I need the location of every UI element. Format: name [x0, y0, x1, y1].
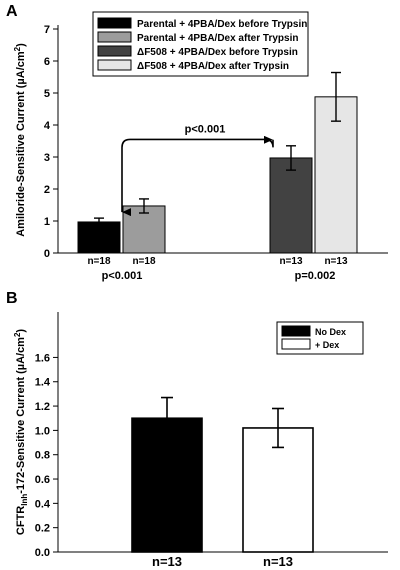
- panel-a-y-tick-label: 3: [44, 152, 50, 164]
- panel-b-y-tick-label: 0.0: [35, 547, 50, 559]
- panel-a-bars: [77, 96, 358, 254]
- panel-a-y-tick-label: 6: [44, 56, 50, 68]
- panel-a-legend-swatch-1: [97, 17, 132, 29]
- panel-a-bar-4: [314, 96, 358, 254]
- panel-a-legend: Parental + 4PBA/Dex before Trypsin Parent…: [92, 11, 309, 77]
- panel-a-legend-entries: Parental + 4PBA/Dex before Trypsin Parent…: [97, 17, 307, 72]
- comparison-arrow-left: [121, 138, 131, 217]
- panel-b-n-label-1: n=13: [152, 554, 182, 569]
- panel-a-legend-swatch-2: [97, 31, 132, 43]
- panel-a-n-label-1: n=18: [87, 256, 111, 267]
- panel-a-y-tick-label: 0: [44, 248, 50, 260]
- panel-a-legend-label-4: ΔF508 + 4PBA/Dex after Trypsin: [137, 61, 289, 72]
- panel-a-error-bars: [94, 71, 341, 227]
- panel-a: A 0 1 2 3 4 5 6 7 Amiloride-Sensitive Current (…: [6, 3, 388, 282]
- panel-a-y-label: Amiloride-Sensitive Current (µA/cm2): [13, 43, 27, 237]
- panel-a-label: A: [6, 3, 18, 20]
- panel-a-y-tick-label: 2: [44, 184, 50, 196]
- panel-b-y-label: CFTRInh-172-Sensitive Current (µA/cm2): [13, 329, 29, 536]
- panel-a-n-labels: n=18 n=18 n=13 n=13: [87, 256, 348, 267]
- panel-a-legend-label-1: Parental + 4PBA/Dex before Trypsin: [137, 19, 307, 30]
- panel-b-bars: [131, 417, 314, 553]
- panel-b-n-labels: n=13 n=13: [152, 554, 293, 569]
- panel-a-bar-3: [269, 157, 313, 254]
- panel-b-legend-entries: No Dex + Dex: [281, 325, 346, 350]
- panel-b-y-tick-label: 0.4: [35, 498, 51, 510]
- panel-a-legend-label-3: ΔF508 + 4PBA/Dex before Trypsin: [137, 47, 298, 58]
- panel-b-n-label-2: n=13: [263, 554, 293, 569]
- panel-a-n-label-4: n=13: [324, 256, 348, 267]
- panel-a-legend-label-2: Parental + 4PBA/Dex after Trypsin: [137, 33, 298, 44]
- panel-a-n-label-3: n=13: [279, 256, 303, 267]
- panel-a-bar-1: [77, 221, 121, 254]
- panel-a-legend-swatch-3: [97, 45, 132, 57]
- panel-b-bar-1: [131, 417, 203, 553]
- panel-b-y-tick-label: 0.2: [35, 523, 50, 535]
- panel-b-label: B: [6, 290, 18, 307]
- panel-b-y-tick-label: 0.6: [35, 474, 50, 486]
- panel-b-legend-label-2: + Dex: [315, 340, 339, 350]
- panel-b: B 0.0 0.2 0.4 0.6 0.8 1.0 1.2 1.4 1.6 CFTRInh-17…: [6, 290, 388, 569]
- panel-b-legend-label-1: No Dex: [315, 327, 346, 337]
- panel-a-n-label-2: n=18: [132, 256, 156, 267]
- group-2-pvalue: p=0.002: [295, 270, 336, 282]
- panel-b-y-tick-label: 1.4: [35, 377, 51, 389]
- panel-a-y-tick-label: 7: [44, 24, 50, 36]
- panel-a-bar-2: [122, 205, 166, 254]
- panel-b-y-tick-label: 1.0: [35, 425, 50, 437]
- panel-b-y-ticks: 0.0 0.2 0.4 0.6 0.8 1.0 1.2 1.4 1.6: [35, 352, 58, 559]
- panel-b-y-tick-label: 1.6: [35, 352, 50, 364]
- panel-b-y-tick-label: 1.2: [35, 401, 50, 413]
- panel-b-bar-2: [242, 427, 314, 553]
- panel-b-legend: No Dex + Dex: [276, 321, 364, 355]
- panel-b-y-tick-label: 0.8: [35, 450, 50, 462]
- panel-a-y-tick-label: 5: [44, 88, 50, 100]
- panel-a-y-ticks: 0 1 2 3 4 5 6 7: [44, 24, 58, 260]
- panel-a-y-tick-label: 4: [44, 120, 51, 132]
- comparison-pvalue: p<0.001: [185, 123, 226, 135]
- panel-b-error-bars: [161, 396, 284, 449]
- panel-a-y-tick-label: 1: [44, 216, 50, 228]
- group-1-pvalue: p<0.001: [102, 270, 143, 282]
- comparison-arrow-right: [264, 135, 274, 148]
- panel-a-legend-swatch-4: [97, 59, 132, 71]
- panel-b-legend-swatch-2: [281, 338, 311, 350]
- panel-b-legend-swatch-1: [281, 325, 311, 337]
